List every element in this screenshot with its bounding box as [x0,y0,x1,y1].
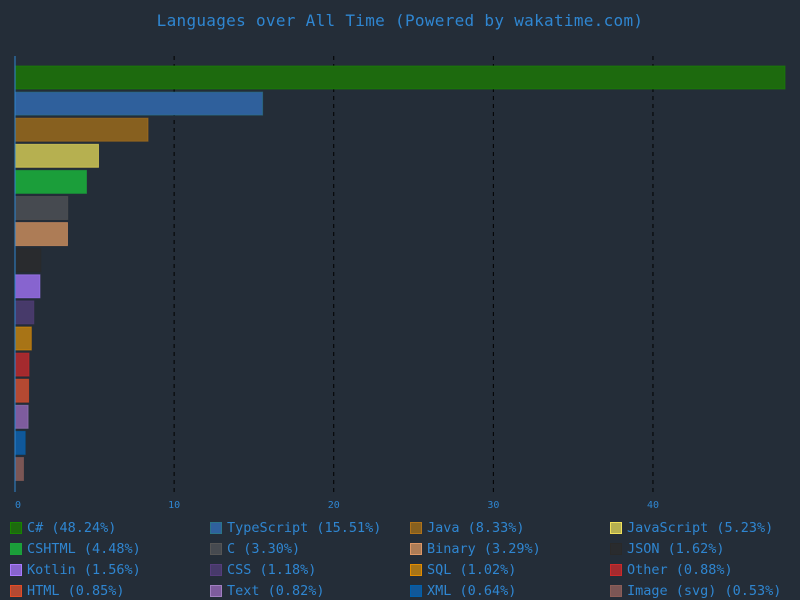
legend-label: XML (0.64%) [427,582,517,599]
bar-typescript [14,91,264,116]
legend-item: CSS (1.18%) [210,561,410,578]
legend-label: SQL (1.02%) [427,561,517,578]
legend-item: C (3.30%) [210,540,410,557]
legend-item: Image (svg) (0.53%) [610,582,800,599]
legend-swatch [210,542,222,555]
legend-label: Binary (3.29%) [427,540,541,557]
bars [14,65,786,481]
legend-swatch [10,521,22,534]
legend-swatch [10,584,22,597]
x-tick-label: 10 [168,500,180,510]
x-tick-label: 0 [15,500,21,510]
chart-title: Languages over All Time (Powered by waka… [156,11,644,30]
legend-label: Text (0.82%) [227,582,325,599]
legend-item: Text (0.82%) [210,582,410,599]
legend-item: JavaScript (5.23%) [610,519,800,536]
bar-cshtml [14,169,87,194]
legend-swatch [10,563,22,576]
legend-label: CSHTML (4.48%) [27,540,141,557]
legend-swatch [210,584,222,597]
legend-item: HTML (0.85%) [10,582,210,599]
legend-label: Kotlin (1.56%) [27,561,141,578]
grid-lines [173,56,654,492]
bar-html [14,378,30,403]
legend-item: Other (0.88%) [610,561,800,578]
bar-c [14,65,786,90]
x-tick-label: 30 [487,500,499,510]
legend-swatch [610,584,622,597]
bar-chart: 0 10 20 30 40 [14,56,786,510]
legend-item: TypeScript (15.51%) [210,519,410,536]
bar-css [14,300,35,325]
legend-label: CSS (1.18%) [227,561,317,578]
bar-c [14,196,69,220]
legend-label: JavaScript (5.23%) [627,519,774,536]
bar-sql [14,326,32,351]
legend-swatch [210,563,222,576]
legend-item: Java (8.33%) [410,519,610,536]
legend-label: C (3.30%) [227,540,301,557]
legend-label: C# (48.24%) [27,519,117,536]
legend-swatch [610,542,622,555]
legend-item: SQL (1.02%) [410,561,610,578]
legend-swatch [410,584,422,597]
legend-swatch [610,563,622,576]
x-tick-labels: 0 10 20 30 40 [15,500,659,510]
x-tick-label: 20 [328,500,340,510]
legend-swatch [210,521,222,534]
legend-item: Binary (3.29%) [410,540,610,557]
legend-item: JSON (1.62%) [610,540,800,557]
legend-swatch [10,542,22,555]
legend-label: JSON (1.62%) [627,540,725,557]
bar-binary [14,222,68,247]
bar-xml [14,430,26,455]
legend-label: Image (svg) (0.53%) [627,582,782,599]
legend-item: C# (48.24%) [10,519,210,536]
legend-item: CSHTML (4.48%) [10,540,210,557]
legend-label: TypeScript (15.51%) [227,519,382,536]
bar-text [14,404,29,429]
bar-json [14,248,42,273]
legend-swatch [410,563,422,576]
legend-swatch [610,521,622,534]
legend-item: XML (0.64%) [410,582,610,599]
legend-item: Kotlin (1.56%) [10,561,210,578]
legend-swatch [410,542,422,555]
legend-label: Other (0.88%) [627,561,733,578]
legend: C# (48.24%) TypeScript (15.51%) Java (8.33… [10,519,800,599]
bar-kotlin [14,274,41,299]
bar-image-svg [14,457,24,481]
bar-other [14,352,30,377]
bar-javascript [14,143,99,168]
legend-label: HTML (0.85%) [27,582,125,599]
bar-java [14,117,149,142]
legend-label: Java (8.33%) [427,519,525,536]
legend-swatch [410,521,422,534]
x-tick-label: 40 [647,500,659,510]
